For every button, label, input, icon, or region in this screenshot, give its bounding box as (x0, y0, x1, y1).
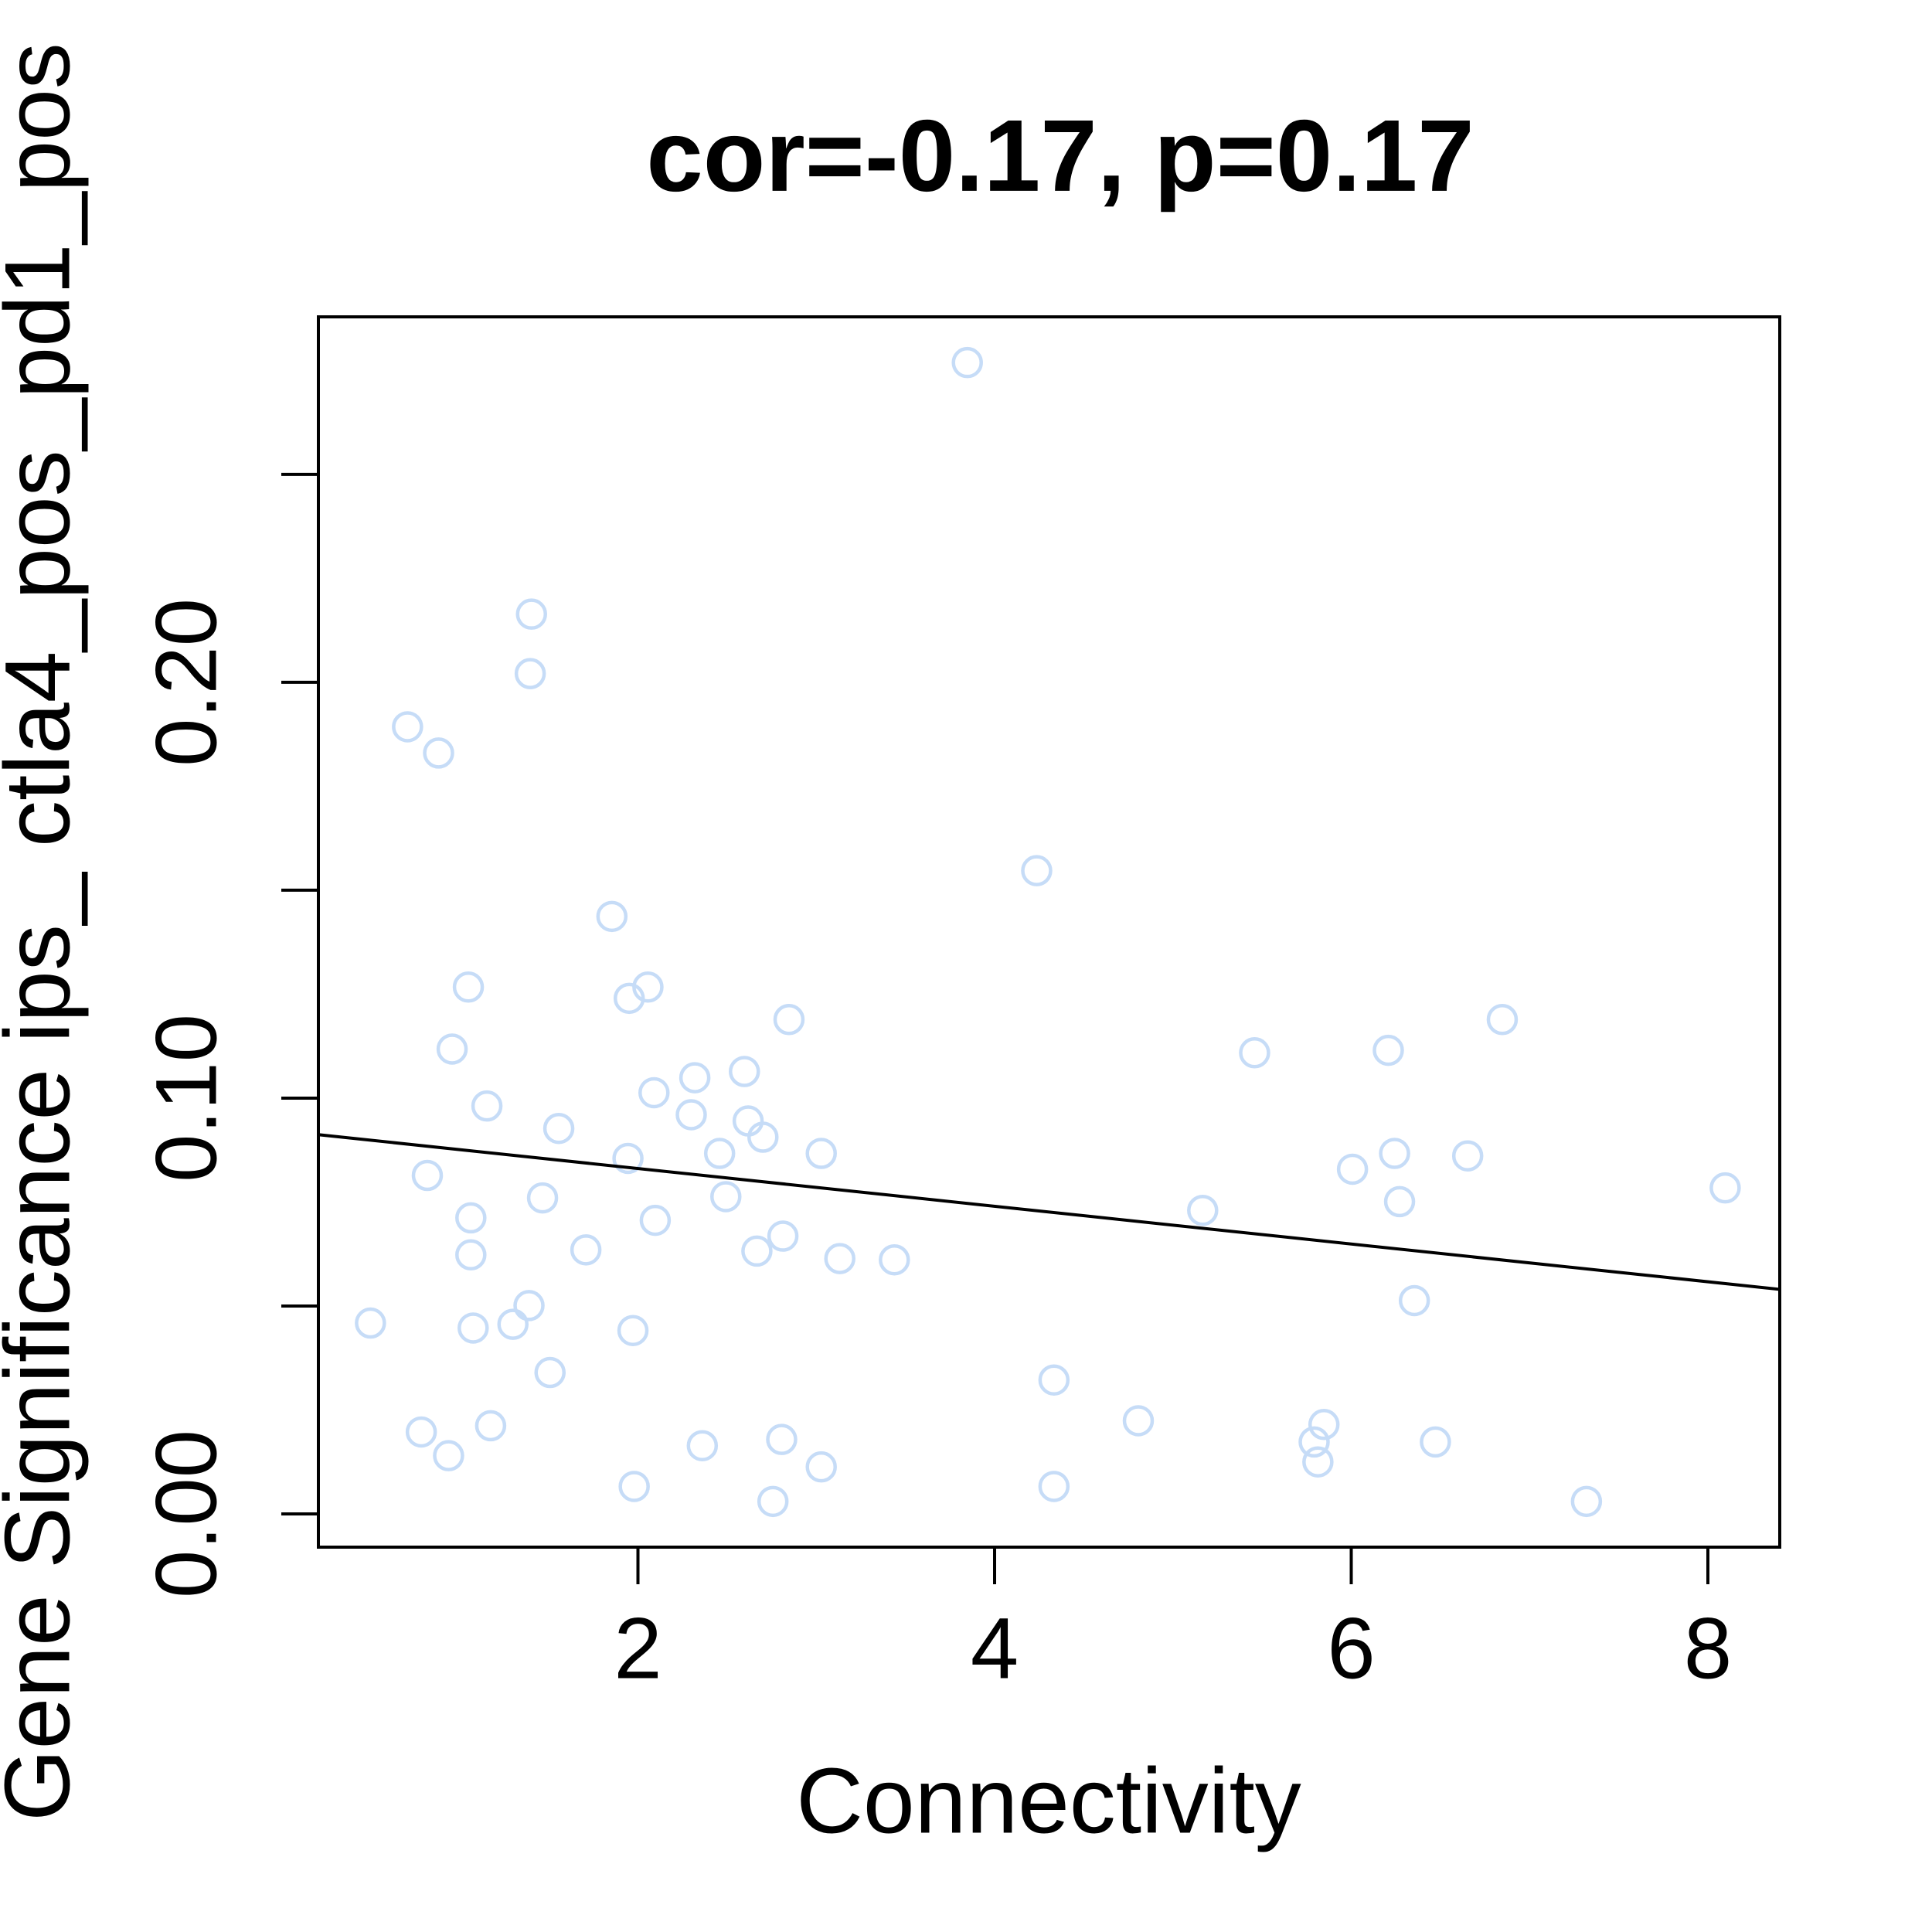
point (455, 1202, 487, 1234)
point (526, 1182, 559, 1214)
x-tick-label: 2 (614, 1600, 662, 1697)
point (879, 1243, 910, 1276)
point (767, 1220, 799, 1252)
point (805, 1138, 837, 1169)
point (570, 1234, 602, 1266)
point (1038, 1364, 1070, 1396)
x-axis-label: Connectivity (796, 1750, 1301, 1853)
point (596, 900, 628, 933)
point (1398, 1284, 1430, 1317)
point (766, 1423, 798, 1455)
point (1302, 1446, 1334, 1478)
point (1570, 1485, 1603, 1518)
point (1187, 1194, 1219, 1226)
point (452, 971, 485, 1003)
x-tick-label: 8 (1684, 1600, 1732, 1697)
point (1709, 1172, 1741, 1204)
point (471, 1090, 503, 1122)
point (515, 598, 547, 630)
point (497, 1308, 529, 1340)
point (355, 1307, 386, 1339)
point (474, 1410, 507, 1442)
point (951, 346, 983, 379)
point (405, 1416, 437, 1448)
point (411, 1159, 444, 1192)
point (703, 1138, 736, 1169)
point (679, 1062, 711, 1094)
point (1451, 1140, 1484, 1172)
point (710, 1181, 742, 1213)
point (747, 1121, 779, 1153)
point (455, 1239, 487, 1271)
point (514, 658, 546, 689)
y-tick-label: 0.20 (138, 598, 235, 767)
point (1021, 855, 1053, 886)
point (686, 1430, 719, 1461)
point (613, 982, 645, 1015)
point (675, 1099, 707, 1131)
point (1383, 1185, 1416, 1218)
point (436, 1033, 468, 1065)
point (392, 711, 423, 743)
point (824, 1243, 855, 1274)
point (423, 737, 454, 769)
point (457, 1312, 489, 1344)
point (618, 1471, 650, 1502)
point (729, 1056, 760, 1087)
point (1298, 1426, 1330, 1458)
y-axis-label: Gene Significance ips_ ctla4_pos_pd1_pos (0, 43, 90, 1821)
point (513, 1290, 545, 1321)
point (1122, 1405, 1155, 1437)
y-tick-label: 0.00 (138, 1430, 235, 1598)
point (805, 1451, 837, 1483)
point (1239, 1037, 1270, 1069)
point (543, 1112, 575, 1145)
point (757, 1485, 789, 1518)
point (1420, 1426, 1451, 1458)
point (1308, 1409, 1340, 1440)
point (639, 1204, 672, 1236)
point (617, 1315, 649, 1346)
point (773, 1004, 805, 1036)
y-tick-label: 0.10 (138, 1014, 235, 1182)
plot-frame (317, 315, 1781, 1549)
point (638, 1077, 670, 1109)
point (433, 1440, 464, 1471)
point (1372, 1034, 1404, 1066)
point (1486, 1004, 1519, 1036)
chart-title: cor=-0.17, p=0.17 (646, 99, 1474, 213)
point (1038, 1471, 1070, 1502)
point (1379, 1138, 1410, 1169)
point (732, 1105, 764, 1137)
point (612, 1142, 644, 1175)
point (534, 1356, 566, 1389)
fit-line (318, 1133, 1781, 1291)
point (1336, 1153, 1369, 1185)
x-tick-label: 4 (971, 1600, 1019, 1697)
x-tick-label: 6 (1327, 1600, 1375, 1697)
point (741, 1235, 773, 1267)
